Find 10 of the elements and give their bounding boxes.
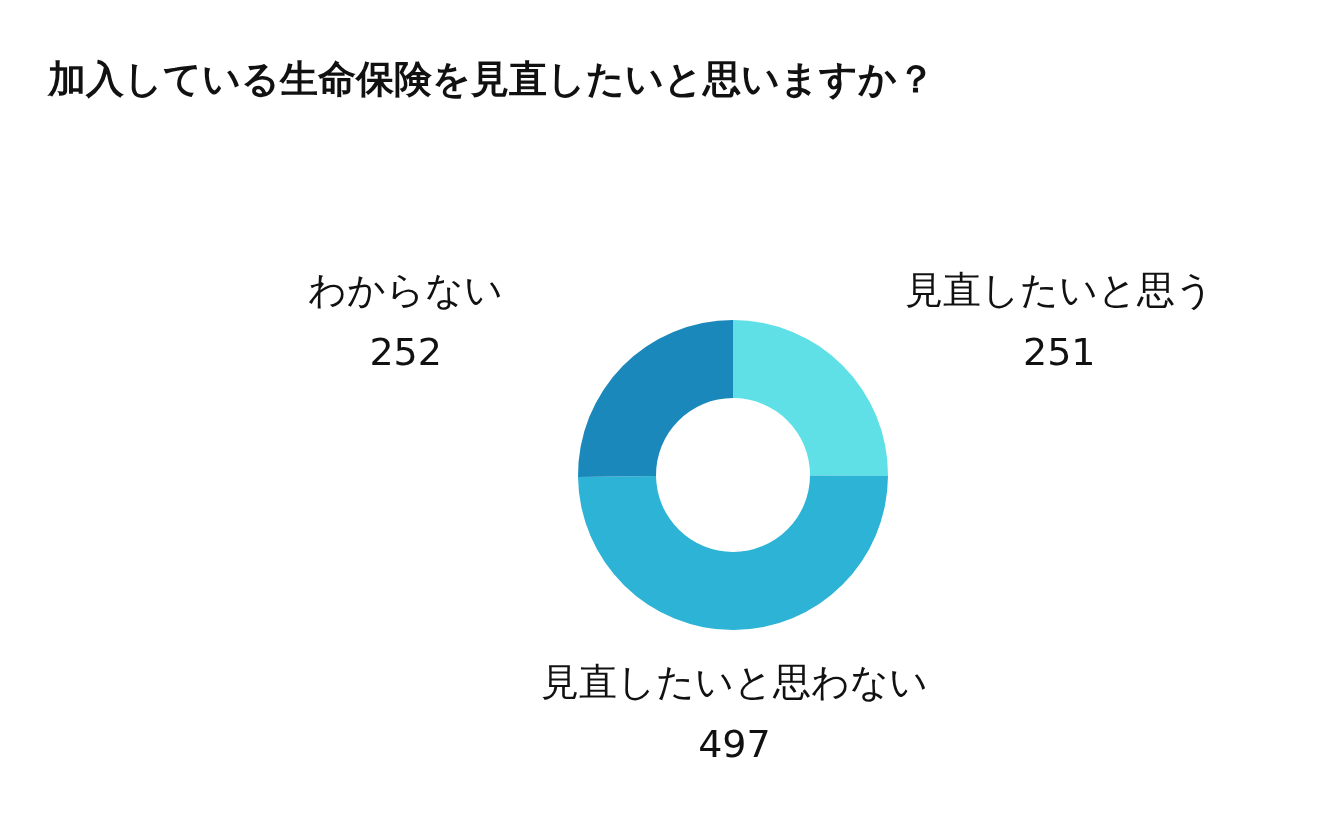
slice-label: 見直したいと思わない [540, 660, 928, 704]
donut-slice [578, 475, 888, 630]
data-label: 252 [369, 330, 442, 375]
donut-slice [578, 320, 733, 477]
slice-label: 見直したいと思う [904, 267, 1214, 312]
data-label: 497 [698, 722, 771, 766]
data-label: 251 [1023, 329, 1096, 374]
slice-label: わからない [308, 268, 504, 313]
chart-title: 加入している生命保険を見直したいと思いますか？ [47, 57, 935, 101]
donut-slice [733, 320, 888, 476]
